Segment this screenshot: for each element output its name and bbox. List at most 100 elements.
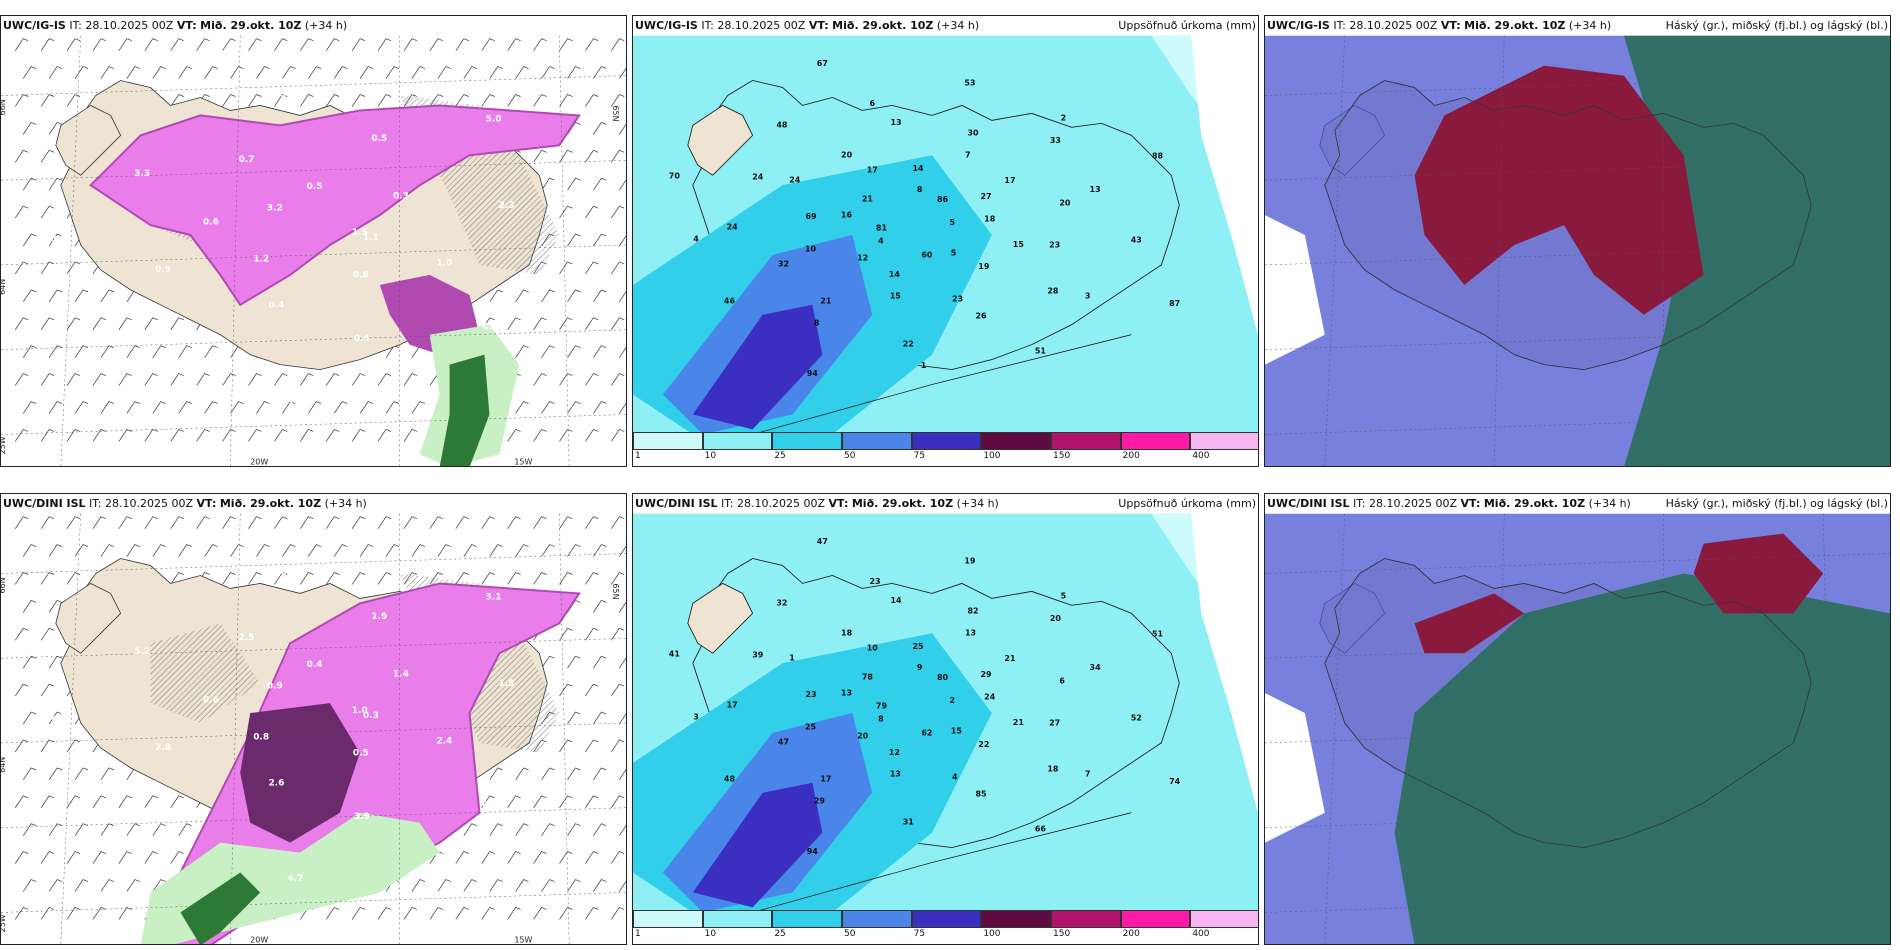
wind-barb xyxy=(248,373,262,386)
wind-barb xyxy=(152,544,166,557)
wind-barb xyxy=(14,373,29,386)
precip-value-label: 69 xyxy=(805,212,817,221)
panel-field-title: Háský (gr.), miðský (fj.bl.) og lágský (… xyxy=(1665,497,1888,510)
snow-value-label: 0.4 xyxy=(268,300,284,310)
wind-barb xyxy=(92,317,107,330)
wind-barb xyxy=(274,572,288,585)
model-name: UWC/DINI ISL xyxy=(3,497,86,510)
precip-value-label: 79 xyxy=(876,702,888,711)
it-value: 28.10.2025 00Z xyxy=(105,497,194,510)
colorbar-tick-label: 10 xyxy=(704,451,717,461)
wind-barb xyxy=(74,401,89,414)
wind-barb xyxy=(325,38,340,51)
precip-value-label: 53 xyxy=(964,79,975,88)
vt-value: Mið. 29.okt. 10Z xyxy=(832,19,934,32)
graticule-line xyxy=(1324,35,1345,466)
lead-time: (+34 h) xyxy=(304,19,348,32)
wind-barb xyxy=(351,429,366,442)
high-cloud-area xyxy=(1414,65,1704,315)
precip-value-label: 5 xyxy=(951,248,957,257)
precip-value-label: 3 xyxy=(693,712,699,721)
precip-value-label: 24 xyxy=(789,175,801,184)
wind-barb xyxy=(92,795,107,808)
precip-value-label: 8 xyxy=(878,715,884,724)
westfjords-land xyxy=(687,104,754,176)
wind-barb xyxy=(377,373,392,386)
wind-barb xyxy=(585,683,599,697)
precip-value-label: 81 xyxy=(876,224,887,233)
panel-header: UWC/DINI ISL IT: 28.10.2025 00Z VT: Mið.… xyxy=(1265,494,1890,513)
wind-barb xyxy=(541,177,555,191)
wind-barb xyxy=(619,235,626,247)
cloud-cover-map-canvas xyxy=(1265,35,1890,466)
wind-barb xyxy=(48,544,63,557)
it-value: 28.10.2025 00Z xyxy=(737,497,826,510)
wind-barb xyxy=(585,795,599,808)
wind-barb xyxy=(40,205,55,219)
wind-barb xyxy=(325,572,340,585)
coastline xyxy=(752,812,1132,913)
precip-value-label: 6 xyxy=(1059,677,1065,686)
precip-band-75 xyxy=(692,304,823,430)
precip-band-75 xyxy=(692,782,823,908)
high-cloud-area xyxy=(1414,593,1525,654)
snow-value-label: 2.7 xyxy=(176,814,192,824)
wind-barb xyxy=(533,94,547,107)
graticule-line xyxy=(60,513,81,944)
wind-barb xyxy=(619,179,626,191)
wind-barb xyxy=(377,429,392,442)
wind-barb xyxy=(248,38,262,51)
wind-barb xyxy=(585,261,599,275)
wind-barb xyxy=(22,401,37,414)
wind-barb xyxy=(559,907,573,920)
wind-barb xyxy=(48,823,63,836)
wind-barb xyxy=(74,544,89,557)
wind-barb xyxy=(455,572,469,585)
wind-barb xyxy=(567,655,581,669)
wind-barb xyxy=(100,401,115,414)
accumulated-precip-map-canvas: 5485162714171510723242021132824332248434… xyxy=(633,35,1258,435)
wind-barb xyxy=(300,572,314,585)
wind-barb xyxy=(411,544,426,557)
wind-barb xyxy=(248,94,262,107)
panel-title: UWC/IG-IS IT: 28.10.2025 00Z VT: Mið. 29… xyxy=(635,16,979,35)
wind-barb xyxy=(611,373,625,386)
wind-barb xyxy=(559,261,573,275)
wind-barb xyxy=(40,317,55,330)
wind-barb xyxy=(74,879,89,892)
it-label: IT: xyxy=(701,19,714,32)
wind-barb xyxy=(22,345,37,358)
precip-value-label: 21 xyxy=(1004,654,1015,663)
precip-type-map-panel: UWC/DINI ISL IT: 28.10.2025 00Z VT: Mið.… xyxy=(0,493,627,945)
precip-value-label: 46 xyxy=(724,297,736,306)
snow-value-label: 5.0 xyxy=(486,114,502,124)
wind-barb xyxy=(567,544,581,557)
wind-barb xyxy=(515,401,529,414)
wind-barb xyxy=(585,851,599,864)
wind-barb xyxy=(489,544,503,557)
precip-value-label: 23 xyxy=(1049,241,1060,250)
wind-barb xyxy=(619,880,626,892)
wind-barb xyxy=(559,205,573,219)
colorbar-tick-label: 150 xyxy=(1053,451,1071,461)
wind-barb xyxy=(100,767,115,781)
colorbar-swatch xyxy=(911,432,982,450)
snow-value-label: 2.5 xyxy=(239,633,255,643)
precip-value-label: 60 xyxy=(921,250,933,259)
wind-barb xyxy=(359,401,374,414)
snow-value-label: 4.7 xyxy=(287,874,303,884)
wind-barb xyxy=(22,767,37,781)
wind-barb xyxy=(463,823,477,836)
vt-value: Mið. 29.okt. 10Z xyxy=(1483,497,1586,510)
wind-barb xyxy=(222,94,236,107)
colorbar-tick-label: 200 xyxy=(1122,451,1140,461)
wind-barb xyxy=(14,317,29,330)
it-label: IT: xyxy=(1353,497,1366,510)
precip-value-label: 15 xyxy=(951,726,962,735)
precip-value-label: 26 xyxy=(976,312,988,321)
wind-barb xyxy=(559,429,573,442)
vt-value: Mið. 29.okt. 10Z xyxy=(200,19,302,32)
colorbar-swatch xyxy=(1120,432,1191,450)
precip-value-label: 33 xyxy=(1050,136,1061,145)
wind-barb xyxy=(481,94,495,107)
